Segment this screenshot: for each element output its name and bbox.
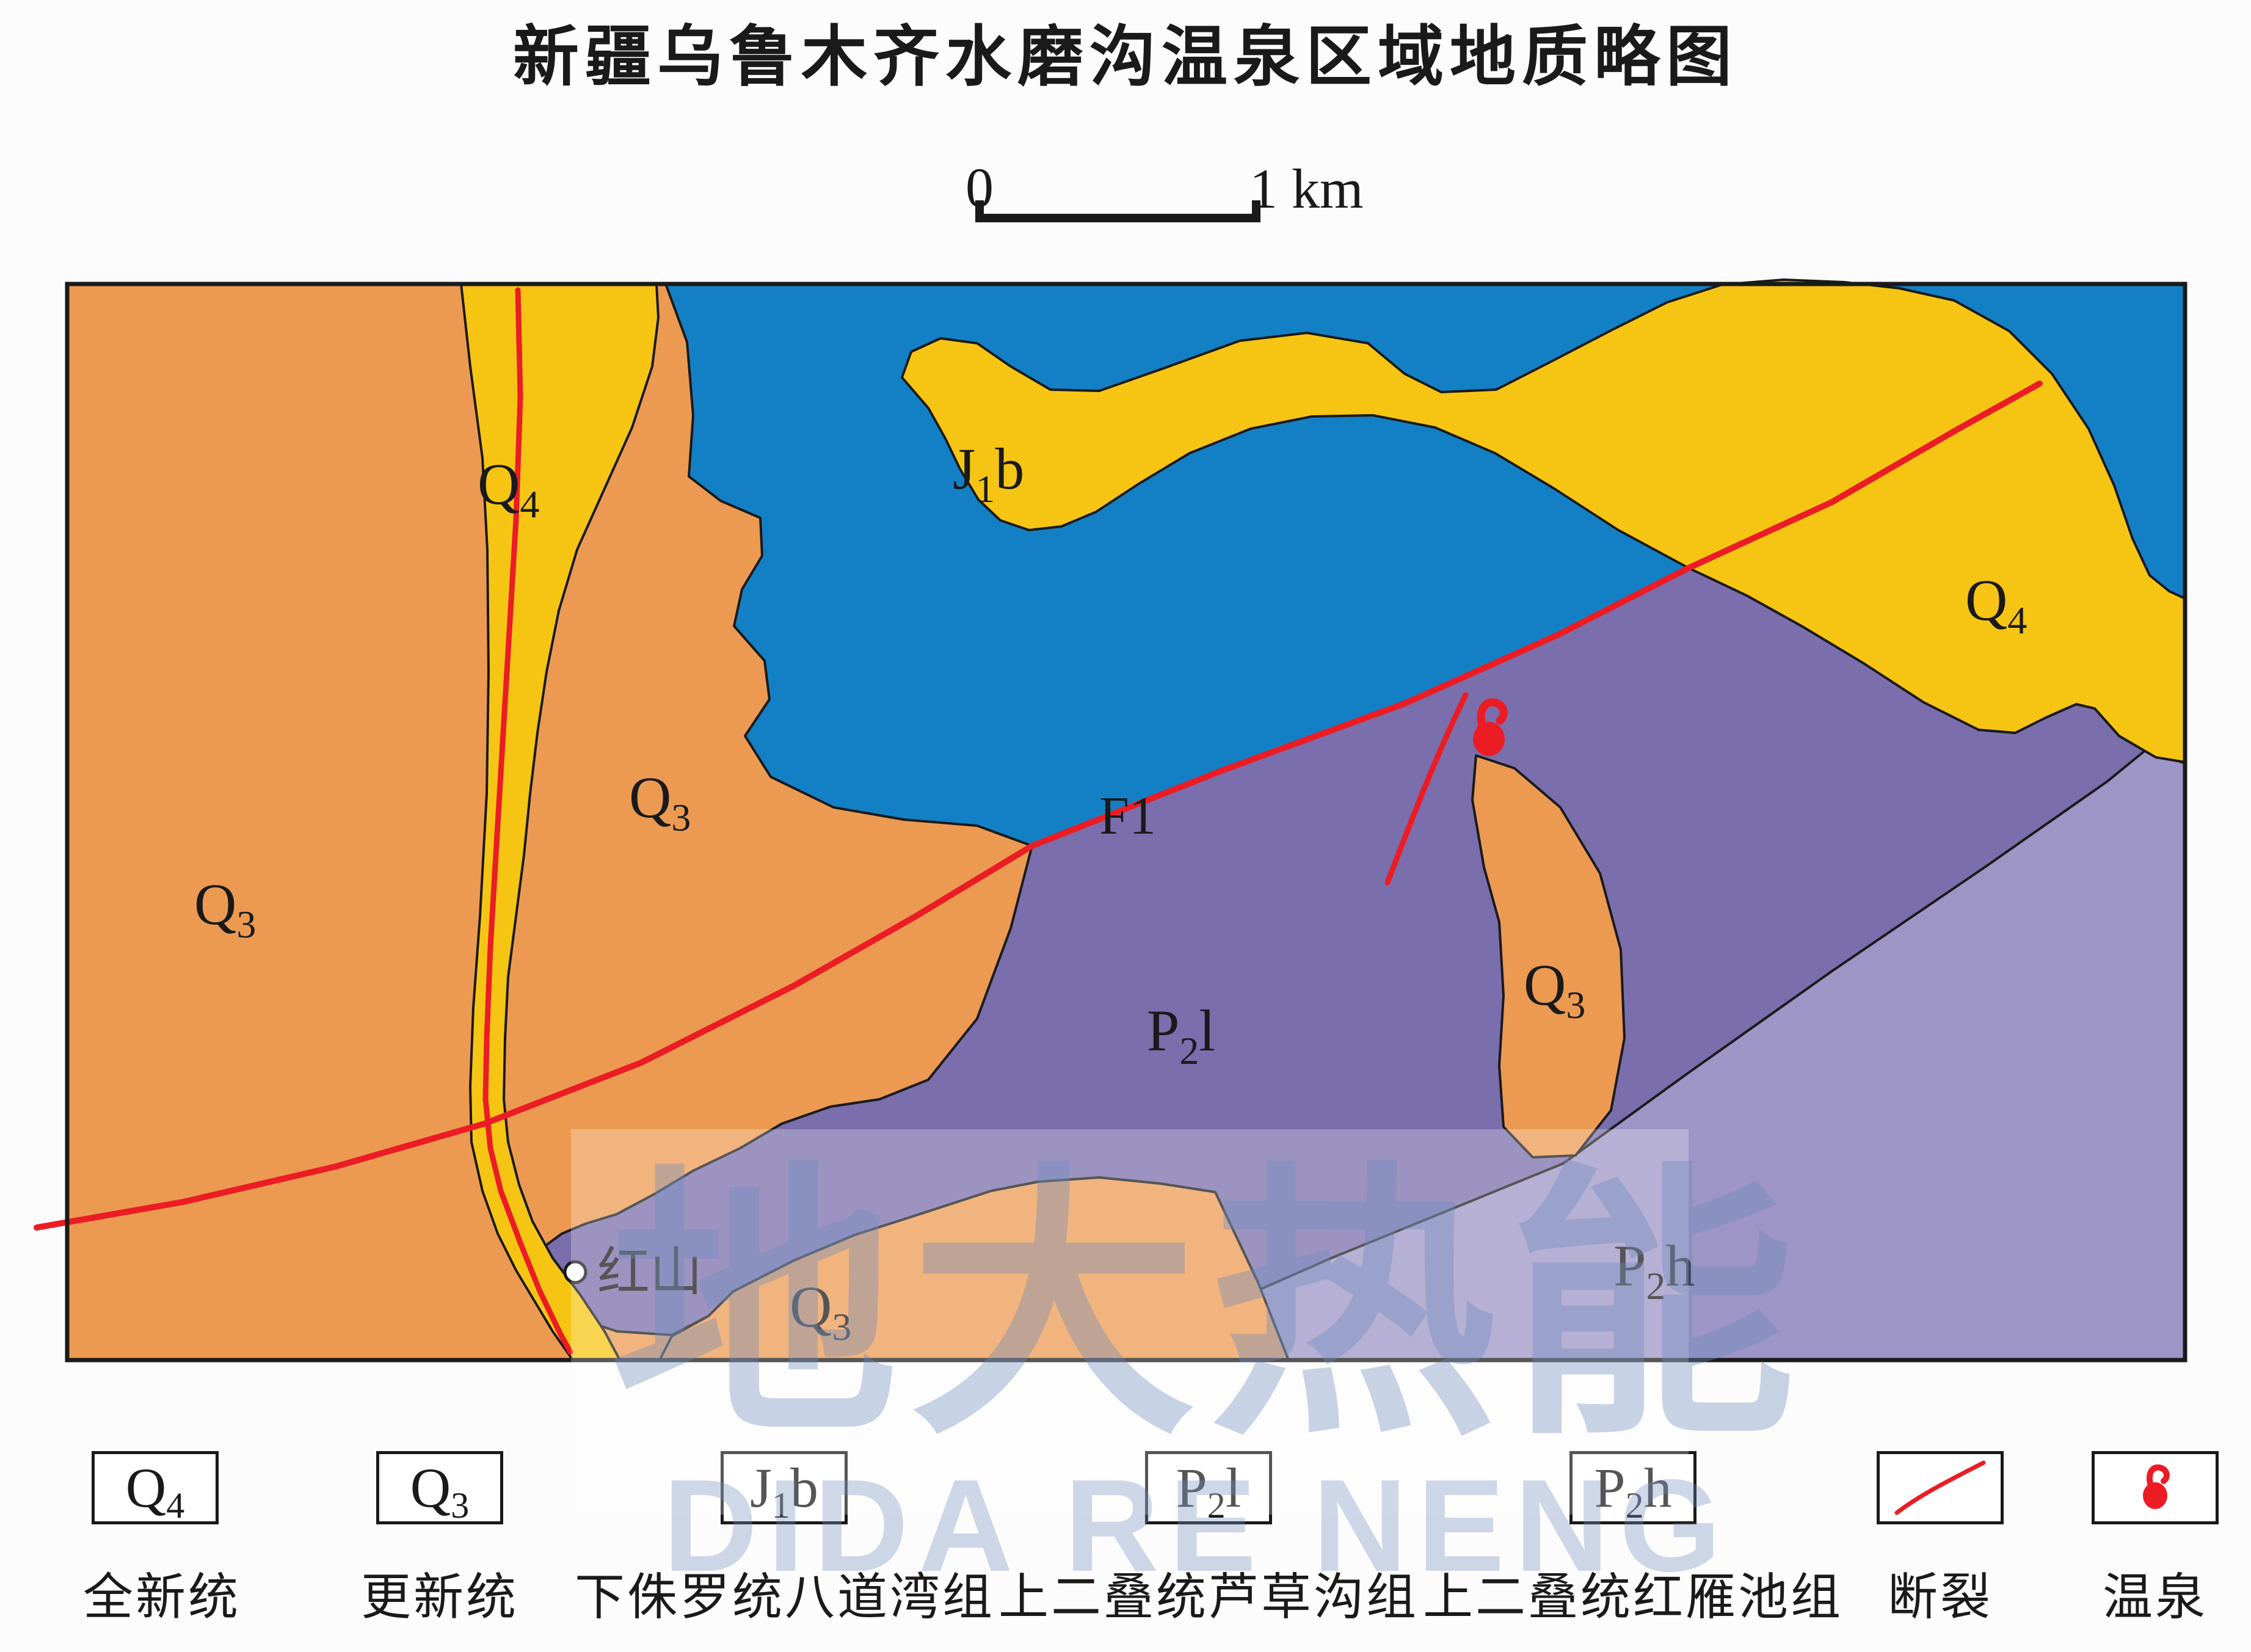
region-q4-strip: [460, 283, 660, 1361]
legend-box-p2l: P2l: [1145, 1451, 1272, 1524]
scale-bar-zero: 0: [965, 156, 994, 219]
label-q3-mid: Q3: [629, 765, 691, 839]
label-p2l: P2l: [1147, 998, 1215, 1072]
legend-code-q3: Q3: [410, 1457, 470, 1526]
fault-line-f1: [34, 380, 2043, 1231]
map-frame: [65, 282, 2187, 1363]
label-hongshan: 红山: [597, 1243, 702, 1301]
legend-label-q3: 更新统: [360, 1570, 519, 1625]
legend-label-p2h: 上二叠统红雁池组: [1422, 1570, 1844, 1625]
legend-box-j1b: J1b: [721, 1451, 848, 1524]
legend-code-p2l: P2l: [1176, 1457, 1242, 1526]
hot-spring-icon: [2143, 1464, 2170, 1509]
region-q3-island: [1471, 754, 1626, 1159]
page-title: 新疆乌鲁木齐水磨沟温泉区域地质略图: [512, 21, 1738, 94]
scale-bar-bracket: [975, 200, 1260, 222]
region-q3-tongue: [658, 1176, 1290, 1361]
label-q4-strip: Q4: [478, 451, 539, 526]
label-q4-top-right: Q4: [1965, 567, 2027, 642]
fault-line-strip: [482, 287, 573, 1355]
legend-label-p2l: 上二叠统芦草沟组: [998, 1570, 1419, 1625]
legend-box-q4: Q4: [92, 1451, 219, 1524]
legend-box-q3: Q3: [376, 1451, 503, 1524]
legend-box-spring: [2092, 1451, 2219, 1524]
label-q3-far-left: Q3: [194, 871, 256, 946]
fault-line-secondary: [1384, 692, 1469, 886]
legend-label-fault: 断裂: [1887, 1570, 1993, 1625]
legend-label-q4: 全新统: [82, 1570, 241, 1625]
scale-bar: 0 1 km: [965, 156, 1364, 222]
label-j1b: J1b: [953, 436, 1024, 511]
fault-line-icon: [1894, 1460, 1986, 1515]
scale-bar-km: 1 km: [1249, 158, 1364, 220]
legend-box-p2h: P2h: [1569, 1451, 1696, 1524]
legend-code-p2h: P2h: [1594, 1457, 1672, 1526]
hongshan-dot: [563, 1260, 587, 1284]
label-q3-bottom: Q3: [790, 1274, 851, 1348]
legend-box-fault: [1877, 1451, 2004, 1524]
label-p2h: P2h: [1613, 1233, 1695, 1308]
legend-label-spring: 温泉: [2102, 1570, 2208, 1625]
label-q3-island: Q3: [1524, 952, 1585, 1027]
legend-code-j1b: J1b: [750, 1457, 818, 1526]
legend-code-q4: Q4: [125, 1457, 185, 1526]
hot-spring-icon: [1473, 698, 1508, 756]
legend-label-j1b: 下侏罗统八道湾组: [574, 1570, 995, 1625]
label-f1: F1: [1099, 787, 1156, 846]
